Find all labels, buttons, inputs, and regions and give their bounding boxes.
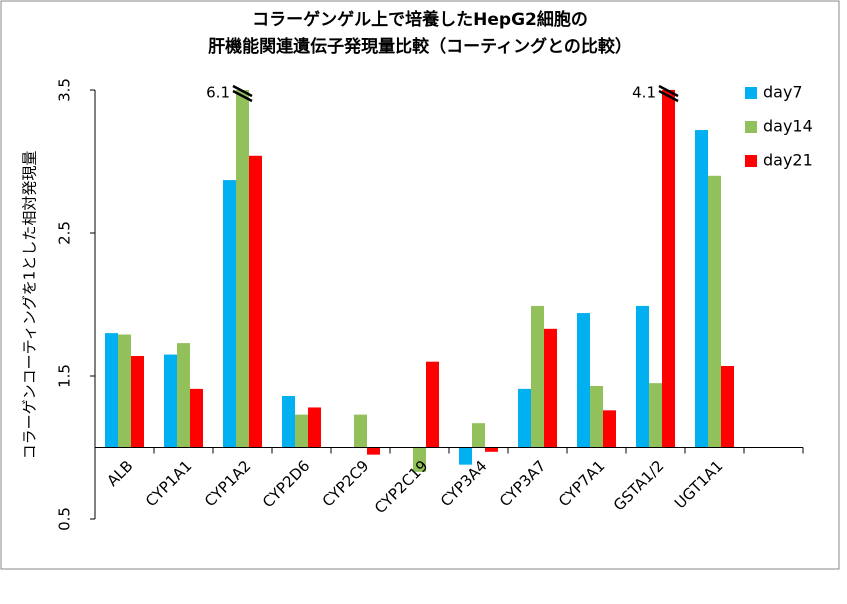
bar — [354, 414, 367, 448]
legend-swatch — [745, 121, 757, 133]
bar — [721, 365, 734, 448]
break-mark — [232, 84, 253, 98]
bar — [518, 388, 531, 448]
break-mark — [658, 84, 679, 98]
bar — [131, 355, 144, 448]
bar — [662, 90, 675, 448]
chart-title: 肝機能関連遺伝子発現量比較（コーティングとの比較） — [208, 36, 632, 57]
bar — [367, 447, 380, 455]
y-tick-label: 2.5 — [56, 221, 74, 245]
bar — [459, 447, 472, 465]
legend-label: day14 — [763, 117, 813, 136]
bar — [295, 414, 308, 448]
y-tick-label: 1.5 — [56, 364, 74, 388]
legend-swatch — [745, 87, 757, 99]
y-axis-title: コラーゲンコーティングを1とした相対発現量 — [21, 151, 39, 460]
bar — [472, 423, 485, 448]
bar — [426, 361, 439, 448]
break-mark — [232, 89, 253, 103]
bar — [413, 447, 426, 472]
bar — [531, 305, 544, 448]
legend-label: day21 — [763, 151, 813, 170]
value-label: 6.1 — [206, 84, 230, 102]
bar — [105, 333, 118, 448]
bar — [177, 343, 190, 448]
bar — [603, 410, 616, 448]
bar — [164, 354, 177, 448]
bar — [308, 407, 321, 448]
bar — [485, 447, 498, 452]
bar — [708, 175, 721, 448]
bar — [223, 180, 236, 448]
bar — [577, 313, 590, 448]
bar — [695, 130, 708, 448]
bar — [590, 386, 603, 448]
bar — [282, 396, 295, 448]
break-mark — [658, 89, 679, 103]
legend-label: day7 — [763, 83, 803, 102]
bar — [190, 388, 203, 448]
chart-title: コラーゲンゲル上で培養したHepG2細胞の — [252, 9, 588, 30]
y-tick-label: 3.5 — [56, 78, 74, 102]
legend-swatch — [745, 155, 757, 167]
bar — [544, 328, 557, 448]
bar — [649, 383, 662, 448]
bar — [236, 90, 249, 448]
bar — [249, 155, 262, 448]
bar — [118, 334, 131, 448]
plot — [105, 90, 734, 472]
y-tick-label: 0.5 — [56, 507, 74, 531]
bar — [636, 305, 649, 448]
value-label: 4.1 — [632, 84, 656, 102]
